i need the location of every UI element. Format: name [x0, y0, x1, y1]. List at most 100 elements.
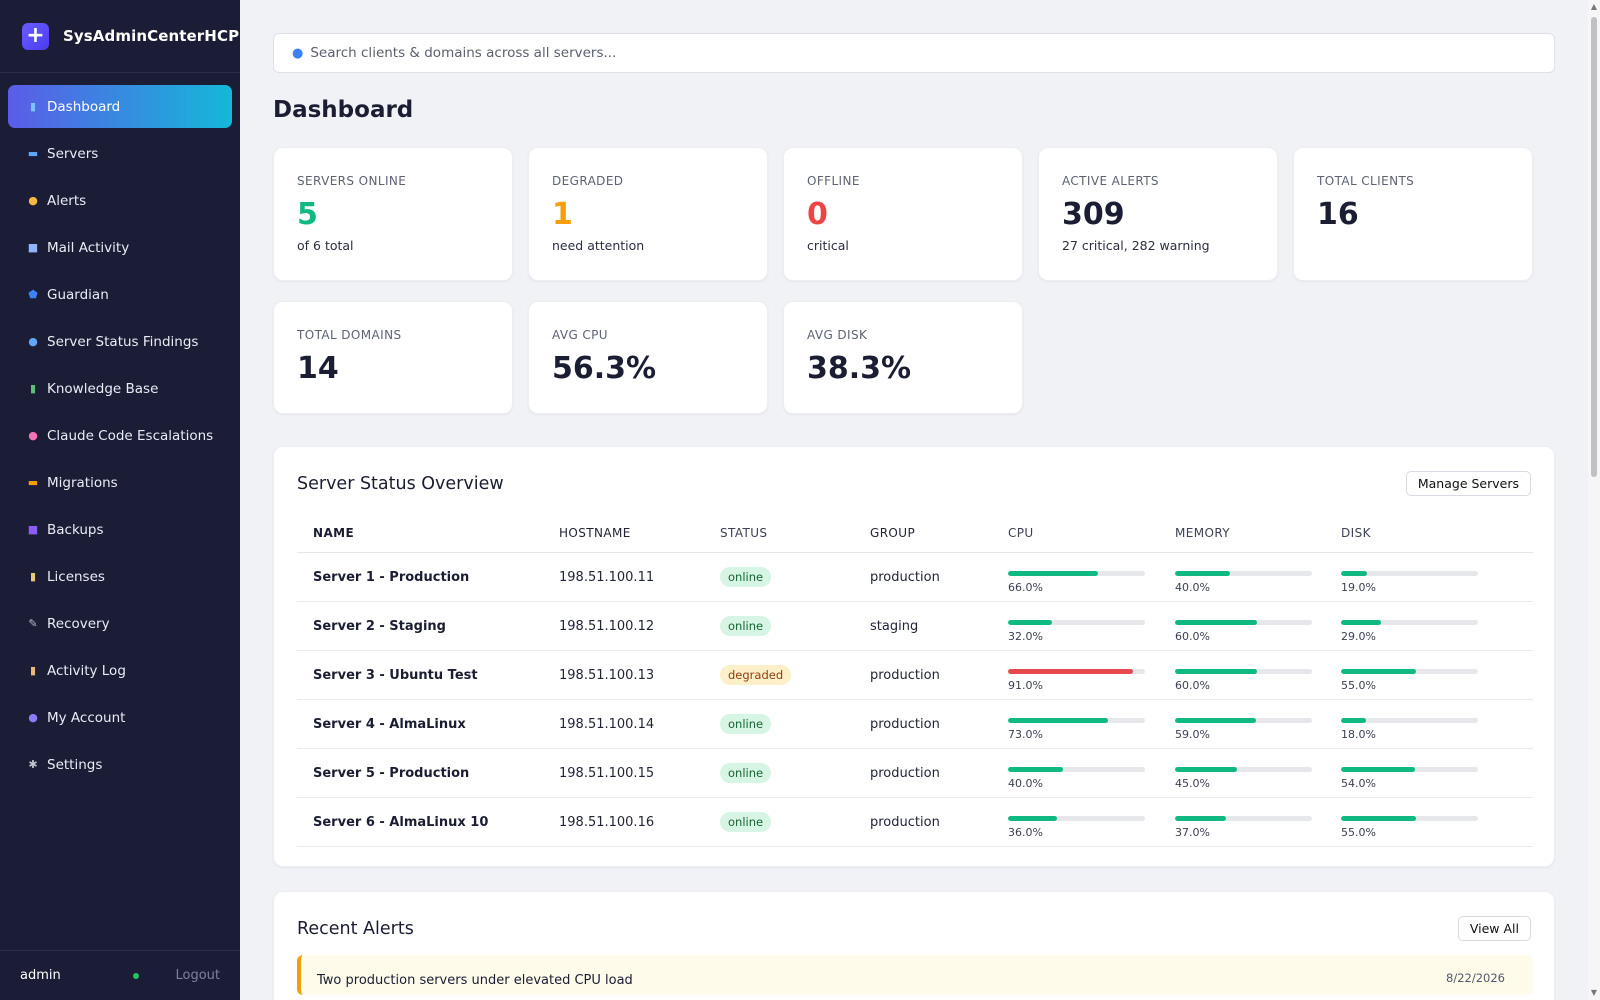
scroll-down-arrow-icon[interactable]: ▼ — [1590, 988, 1598, 997]
sidebar-item-licenses[interactable]: ▮ Licenses — [8, 555, 232, 598]
scroll-thumb[interactable] — [1591, 17, 1597, 477]
status-cell: online — [720, 763, 870, 783]
disk-bar — [1341, 815, 1478, 821]
search-icon: ● — [292, 45, 304, 61]
sidebar-item-my-account[interactable]: ● My Account — [8, 696, 232, 739]
scroll-up-arrow-icon[interactable]: ▲ — [1590, 2, 1598, 11]
monitor-icon: ▬ — [27, 147, 39, 160]
stat-card-degraded: DEGRADED 1 need attention — [528, 147, 768, 281]
memory-bar-fill — [1175, 619, 1258, 625]
server-table: NAME HOSTNAME STATUS GROUP CPU MEMORY DI… — [297, 513, 1533, 847]
stat-label: TOTAL CLIENTS — [1317, 174, 1415, 188]
memory-usage: 45.0% — [1175, 757, 1341, 790]
col-name[interactable]: NAME — [313, 525, 355, 540]
server-hostname: 198.51.100.13 — [559, 667, 655, 683]
server-name[interactable]: Server 1 - Production — [313, 569, 470, 585]
floppy-disk-icon: ■ — [27, 523, 39, 536]
table-row[interactable]: Server 3 - Ubuntu Test 198.51.100.13 degra… — [297, 651, 1533, 700]
view-all-alerts-button[interactable]: View All — [1457, 916, 1531, 941]
memory-percent: 60.0% — [1175, 629, 1210, 643]
stat-card-total-domains: TOTAL DOMAINS 14 — [273, 301, 513, 414]
server-hostname: 198.51.100.14 — [559, 716, 655, 732]
page-title: Dashboard — [273, 97, 414, 123]
sidebar-item-label: Servers — [47, 145, 99, 162]
server-group: production — [870, 569, 940, 585]
col-hostname[interactable]: HOSTNAME — [559, 525, 631, 540]
sidebar-item-recovery[interactable]: ✎ Recovery — [8, 602, 232, 645]
brand[interactable]: + SysAdminCenterHCP — [0, 0, 240, 73]
cpu-usage: 32.0% — [1008, 610, 1175, 643]
server-name[interactable]: Server 3 - Ubuntu Test — [313, 667, 478, 683]
sidebar-item-label: Dashboard — [47, 98, 121, 115]
manage-servers-button[interactable]: Manage Servers — [1405, 471, 1531, 496]
table-body: Server 1 - Production 198.51.100.11 online… — [297, 553, 1533, 847]
sidebar-item-settings[interactable]: ✱ Settings — [8, 743, 232, 786]
sidebar-item-label: Migrations — [47, 474, 118, 491]
disk-usage: 55.0% — [1341, 806, 1491, 839]
memory-bar — [1175, 815, 1312, 821]
page-scrollbar[interactable]: ▲ ▼ — [1588, 0, 1600, 1000]
status-badge: online — [720, 763, 772, 783]
disk-bar-fill — [1341, 570, 1368, 576]
sidebar-item-label: Activity Log — [47, 662, 126, 679]
server-hostname: 198.51.100.11 — [559, 569, 655, 585]
sidebar-item-activity-log[interactable]: ▮ Activity Log — [8, 649, 232, 692]
magnifier-icon: ● — [28, 335, 38, 348]
disk-bar — [1341, 766, 1478, 772]
stat-value: 5 — [297, 197, 318, 232]
logout-link[interactable]: Logout — [175, 968, 220, 983]
col-group[interactable]: GROUP — [870, 525, 916, 540]
table-row[interactable]: Server 6 - AlmaLinux 10 198.51.100.16 onli… — [297, 798, 1533, 847]
disk-usage: 19.0% — [1341, 561, 1491, 594]
memory-percent: 59.0% — [1175, 727, 1210, 741]
server-name[interactable]: Server 4 - AlmaLinux — [313, 716, 466, 732]
col-disk[interactable]: DISK — [1341, 525, 1371, 540]
col-cpu[interactable]: CPU — [1008, 525, 1034, 540]
status-cell: degraded — [720, 665, 870, 685]
status-badge: degraded — [720, 665, 792, 685]
status-cell: online — [720, 714, 870, 734]
truck-icon: ▬ — [27, 476, 39, 489]
cpu-usage: 73.0% — [1008, 708, 1175, 741]
memory-bar — [1175, 570, 1312, 576]
sidebar-item-migrations[interactable]: ▬ Migrations — [8, 461, 232, 504]
sidebar-item-knowledge-base[interactable]: ▮ Knowledge Base — [8, 367, 232, 410]
disk-percent: 54.0% — [1341, 776, 1376, 790]
stat-value: 14 — [297, 351, 339, 386]
sidebar-item-server-status-findings[interactable]: ● Server Status Findings — [8, 320, 232, 363]
sidebar-item-guardian[interactable]: ⬟ Guardian — [8, 273, 232, 316]
table-row[interactable]: Server 4 - AlmaLinux 198.51.100.14 online p… — [297, 700, 1533, 749]
stat-subtext: critical — [807, 238, 849, 253]
stat-subtext: need attention — [552, 238, 645, 253]
search-input[interactable] — [310, 45, 1511, 61]
sidebar-item-dashboard[interactable]: ▮ Dashboard — [8, 85, 232, 128]
table-row[interactable]: Server 2 - Staging 198.51.100.12 online sta… — [297, 602, 1533, 651]
sidebar-item-backups[interactable]: ■ Backups — [8, 508, 232, 551]
sidebar-item-claude-code-escalations[interactable]: ● Claude Code Escalations — [8, 414, 232, 457]
table-row[interactable]: Server 1 - Production 198.51.100.11 online… — [297, 553, 1533, 602]
server-group: production — [870, 716, 940, 732]
search-bar[interactable]: ● — [273, 33, 1555, 73]
stat-card-servers-online: SERVERS ONLINE 5 of 6 total — [273, 147, 513, 281]
status-cell: online — [720, 616, 870, 636]
stat-value: 309 — [1062, 197, 1125, 232]
server-name[interactable]: Server 2 - Staging — [313, 618, 446, 634]
memory-bar-fill — [1175, 570, 1230, 576]
server-name[interactable]: Server 5 - Production — [313, 765, 470, 781]
col-status[interactable]: STATUS — [720, 525, 768, 540]
cpu-percent: 73.0% — [1008, 727, 1043, 741]
disk-percent: 55.0% — [1341, 825, 1376, 839]
table-row[interactable]: Server 5 - Production 198.51.100.15 online… — [297, 749, 1533, 798]
alert-item[interactable]: Two production servers under elevated CP… — [297, 955, 1533, 995]
sidebar-item-servers[interactable]: ▬ Servers — [8, 132, 232, 175]
panel-title: Server Status Overview — [297, 474, 504, 494]
server-name[interactable]: Server 6 - AlmaLinux 10 — [313, 814, 489, 830]
server-group: production — [870, 667, 940, 683]
sidebar-item-mail-activity[interactable]: ■ Mail Activity — [8, 226, 232, 269]
sidebar-item-alerts[interactable]: ● Alerts — [8, 179, 232, 222]
disk-bar — [1341, 668, 1478, 674]
scroll-icon: ▮ — [29, 570, 37, 583]
col-memory[interactable]: MEMORY — [1175, 525, 1231, 540]
memory-bar — [1175, 668, 1312, 674]
cpu-bar-fill — [1008, 766, 1063, 772]
